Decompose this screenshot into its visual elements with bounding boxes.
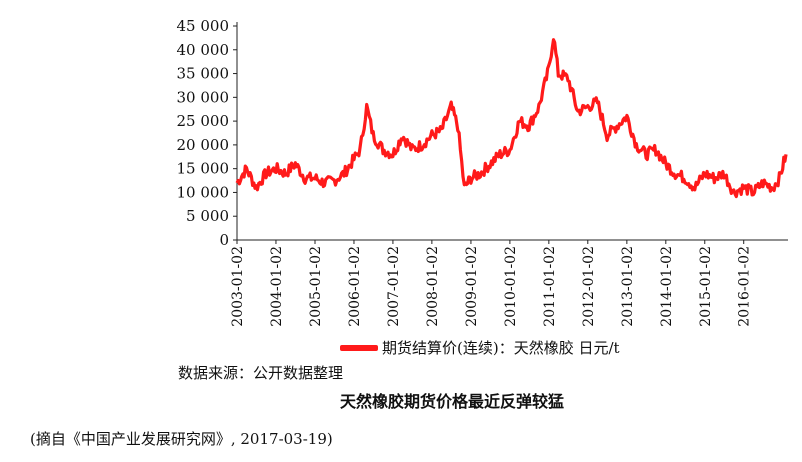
y-tick-label: 45 000 (177, 17, 230, 35)
x-tick-label: 2015-01-02 (698, 246, 714, 327)
line-chart: 0 5 000 10 000 15 000 20 000 25 000 30 000 35 0… (177, 17, 788, 327)
x-tick-label: 2012-01-02 (581, 246, 597, 327)
series-layer (235, 38, 788, 199)
data-source-note: 数据来源：公开数据整理 (178, 364, 344, 382)
x-tick-label: 2008-01-02 (425, 246, 441, 327)
y-tick-label: 25 000 (177, 112, 230, 130)
y-tick-label: 35 000 (177, 65, 230, 83)
y-tick-label: 20 000 (177, 136, 230, 154)
citation-footnote: (摘自《中国产业发展研究网》, 2017-03-19) (30, 430, 333, 448)
x-tick-label: 2014-01-02 (659, 246, 675, 327)
y-tick-label: 5 000 (186, 207, 229, 225)
legend-swatch (340, 344, 378, 351)
x-tick-label: 2009-01-02 (464, 246, 480, 327)
y-tick-label: 40 000 (177, 41, 230, 59)
legend-label: 期货结算价(连续)：天然橡胶 日元/t (382, 339, 620, 357)
x-tick-label: 2011-01-02 (542, 246, 558, 327)
chart-legend: 期货结算价(连续)：天然橡胶 日元/t (340, 337, 620, 358)
y-tick-label: 15 000 (177, 160, 230, 178)
x-tick-label: 2016-01-02 (737, 246, 753, 327)
series-line-0 (235, 38, 788, 199)
x-tick-label: 2004-01-02 (269, 246, 285, 327)
y-tick-label: 0 (219, 231, 229, 249)
figure-caption: 天然橡胶期货价格最近反弹较猛 (340, 392, 565, 411)
x-tick-label: 2013-01-02 (620, 246, 636, 327)
x-tick-label: 2006-01-02 (347, 246, 363, 327)
x-tick-label: 2005-01-02 (308, 246, 324, 327)
x-tick-label: 2003-01-02 (230, 246, 246, 327)
x-tick-label: 2010-01-02 (503, 246, 519, 327)
y-tick-label: 30 000 (177, 88, 230, 106)
y-tick-label: 10 000 (177, 183, 230, 201)
x-tick-label: 2007-01-02 (386, 246, 402, 327)
x-axis: 2003-01-02 2004-01-02 2005-01-02 2006-01-02… (230, 239, 788, 327)
y-axis: 0 5 000 10 000 15 000 20 000 25 000 30 000 35 0… (177, 17, 238, 249)
